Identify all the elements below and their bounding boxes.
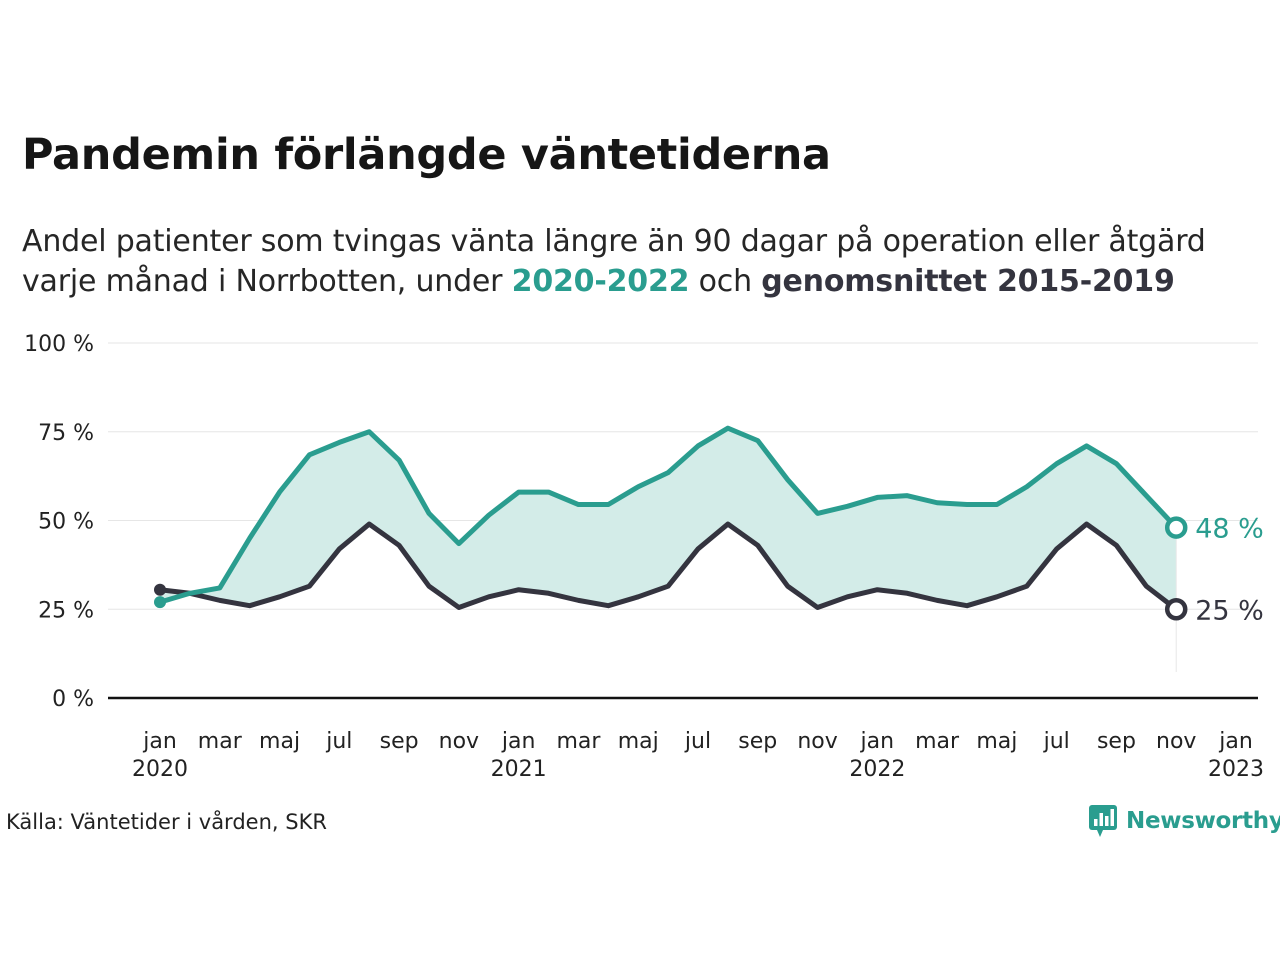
logo-text: Newsworthy: [1126, 808, 1280, 834]
series-start-point: [154, 583, 166, 596]
series-2020-2022-end-label: 48 %: [1195, 514, 1264, 545]
series-average-end-point: [1164, 598, 1188, 621]
y-tick-label: 25 %: [38, 598, 94, 623]
x-tick-year-label: 2020: [132, 757, 188, 782]
x-tick-label: jul: [1043, 729, 1070, 754]
x-tick-label: sep: [380, 729, 419, 754]
subtitle-text: varje månad i Norrbotten, under: [22, 264, 512, 299]
x-tick-label: nov: [797, 729, 837, 754]
y-tick-label: 100 %: [24, 332, 94, 357]
newsworthy-chart-icon: [1089, 805, 1117, 837]
x-tick-label: sep: [738, 729, 777, 754]
series-average-end-label: 25 %: [1195, 595, 1264, 626]
x-tick-label: jan: [142, 729, 177, 754]
x-tick-label: maj: [976, 729, 1017, 754]
x-tick-label: jan: [860, 729, 895, 754]
x-tick-label: jul: [684, 729, 711, 754]
series-line-average-2015-2019: [157, 521, 1179, 612]
x-tick-label: jan: [501, 729, 536, 754]
x-tick-label: sep: [1097, 729, 1136, 754]
series-2020-2022-end-point: [1164, 516, 1188, 539]
x-tick-label: maj: [618, 729, 659, 754]
x-tick-label: nov: [439, 729, 479, 754]
newsworthy-logo: Newsworthy: [1088, 804, 1280, 838]
x-tick-label: mar: [198, 729, 243, 754]
legend-average-2015-2019: genomsnittet 2015-2019: [761, 264, 1175, 299]
series-start-point: [154, 596, 166, 609]
x-tick-label: maj: [259, 729, 300, 754]
source-note: Källa: Väntetider i vården, SKR: [6, 810, 327, 834]
chart-title: Pandemin förlängde väntetiderna: [22, 130, 831, 180]
y-tick-label: 0 %: [52, 687, 94, 712]
x-tick-label: nov: [1156, 729, 1196, 754]
x-tick-year-label: 2022: [849, 757, 905, 782]
subtitle-line-2: varje månad i Norrbotten, under 2020-202…: [22, 262, 1280, 302]
subtitle-line-1: Andel patienter som tvingas vänta längre…: [22, 224, 1206, 259]
x-tick-year-label: 2023: [1208, 757, 1264, 782]
x-tick-year-label: 2021: [491, 757, 547, 782]
y-tick-label: 50 %: [38, 510, 94, 535]
series-line-2020-2022: [157, 425, 1179, 605]
x-tick-label: jan: [1218, 729, 1253, 754]
x-tick-label: mar: [915, 729, 960, 754]
y-tick-label: 75 %: [38, 421, 94, 446]
subtitle-text: och: [689, 264, 762, 299]
x-tick-label: mar: [556, 729, 601, 754]
x-tick-label: jul: [325, 729, 352, 754]
legend-2020-2022: 2020-2022: [511, 264, 690, 299]
chart-subtitle: Andel patienter som tvingas vänta längre…: [22, 222, 1280, 302]
